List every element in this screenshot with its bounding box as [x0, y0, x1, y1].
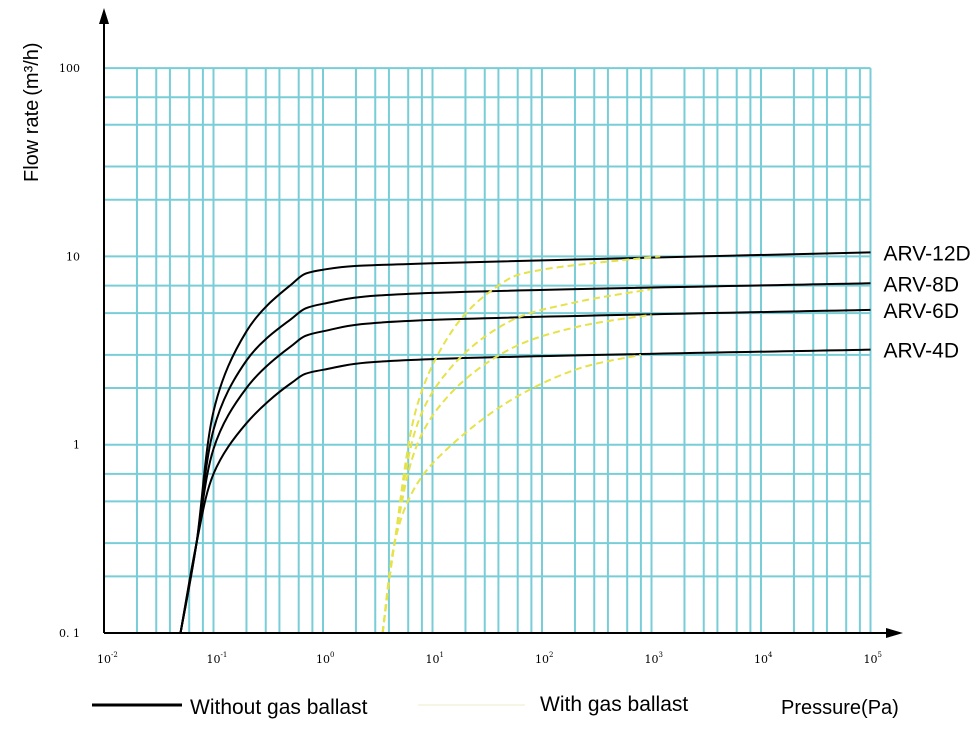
axes [99, 8, 903, 638]
y-tick-label: 0. 1 [59, 627, 80, 640]
x-tick-exponent: 5 [878, 651, 882, 659]
x-tick-label: 101 [426, 651, 444, 666]
y-axis-arrow [99, 8, 109, 24]
x-tick-base: 10 [426, 653, 440, 666]
series-label-arv-4d: ARV-4D [884, 340, 959, 363]
series-line-arv-8d-without-ballast [179, 282, 871, 634]
y-axis-title-unit: (m³/h) [21, 42, 43, 95]
y-axis-title: Flow rate (m³/h) [21, 42, 43, 182]
grid [103, 67, 872, 633]
x-axis-arrow [886, 628, 903, 638]
x-tick-base: 10 [207, 653, 221, 666]
x-tick-labels: 10-2 10-1 100 101 102 103 104 105 [97, 651, 882, 666]
x-tick-exponent: 2 [549, 651, 553, 659]
y-tick-label: 100 [59, 62, 80, 75]
x-tick-base: 10 [316, 653, 330, 666]
x-axis-title: Pressure(Pa) [781, 697, 899, 719]
x-tick-label: 102 [535, 651, 553, 666]
y-tick-labels: 0. 1 1 10 100 [59, 62, 80, 640]
y-tick-label: 10 [66, 250, 80, 263]
x-tick-base: 10 [535, 653, 549, 666]
series-labels: ARV-12D ARV-8D ARV-6D ARV-4D [884, 242, 971, 362]
series-line-arv-4d-without-ballast [179, 348, 871, 634]
x-tick-label: 105 [864, 651, 882, 666]
series-line-arv-4d-with-ballast [381, 353, 642, 634]
y-axis-title-main: Flow rate [21, 100, 43, 182]
x-tick-exponent: 3 [659, 651, 663, 659]
series-label-arv-8d: ARV-8D [884, 273, 959, 296]
x-tick-label: 103 [645, 651, 663, 666]
x-tick-label: 104 [754, 651, 773, 666]
x-tick-base: 10 [754, 653, 768, 666]
legend-label-with-ballast: With gas ballast [540, 693, 688, 716]
x-tick-base: 10 [97, 653, 111, 666]
x-tick-base: 10 [864, 653, 878, 666]
series-lines [179, 251, 871, 634]
x-tick-label: 10-1 [207, 651, 228, 666]
legend: Without gas ballast With gas ballast [92, 693, 688, 719]
y-tick-label: 1 [73, 439, 80, 452]
x-tick-exponent: 4 [768, 651, 773, 659]
series-label-arv-6d: ARV-6D [884, 300, 959, 323]
series-label-arv-12d: ARV-12D [884, 242, 971, 265]
x-tick-label: 10-2 [97, 651, 118, 666]
x-tick-exponent: -1 [221, 651, 228, 659]
legend-label-without-ballast: Without gas ballast [190, 696, 368, 719]
series-line-arv-6d-without-ballast [179, 308, 871, 634]
x-tick-exponent: -2 [111, 651, 118, 659]
x-tick-label: 100 [316, 651, 334, 666]
x-tick-exponent: 0 [330, 651, 334, 659]
x-tick-exponent: 1 [440, 651, 444, 659]
x-tick-base: 10 [645, 653, 659, 666]
